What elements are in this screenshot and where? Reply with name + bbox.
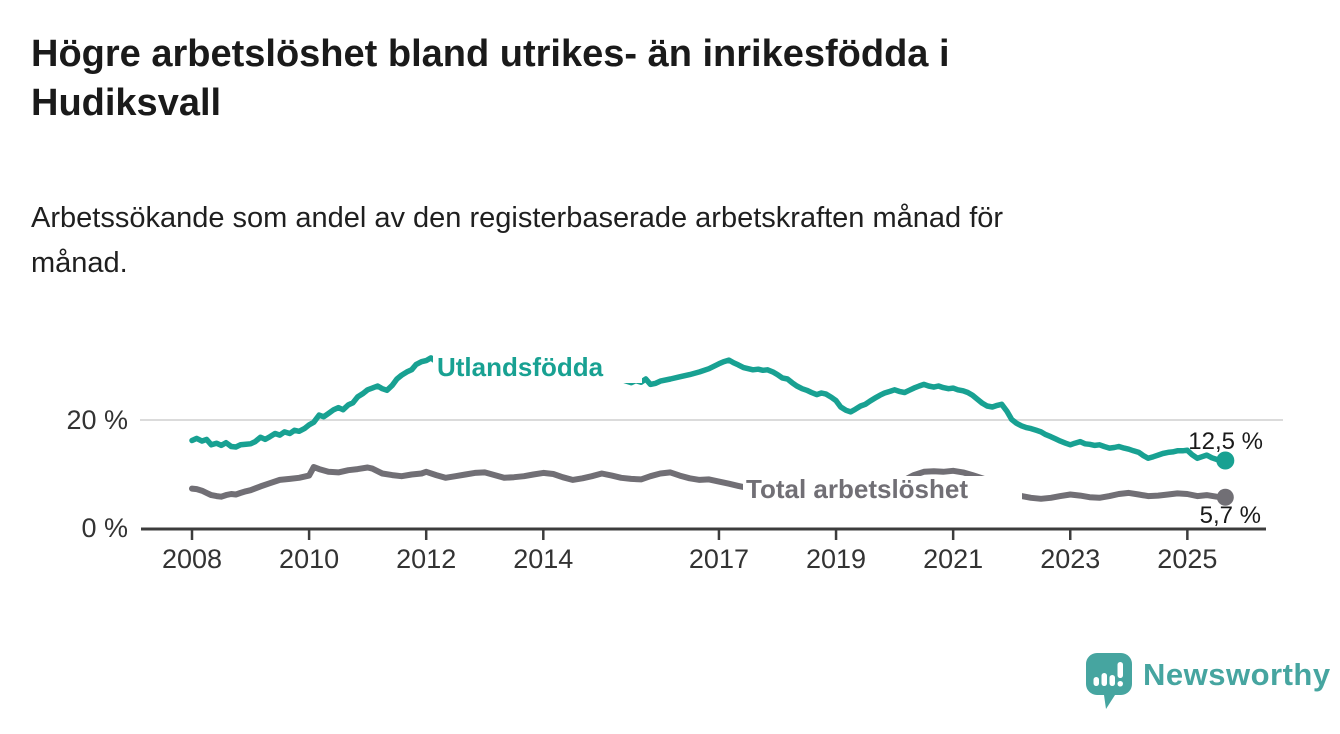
end-dot-total bbox=[1216, 488, 1234, 506]
series-label-mask bbox=[433, 347, 642, 383]
end-dot-utlandsfodda bbox=[1216, 451, 1235, 470]
x-tick-label: 2025 bbox=[1157, 544, 1217, 574]
end-value-label-utlandsfodda: 12,5 % bbox=[1188, 428, 1263, 455]
series-label-total: Total arbetslöshet bbox=[746, 474, 968, 504]
newsworthy-brand-name: Newsworthy bbox=[1143, 657, 1331, 692]
x-tick-label: 2019 bbox=[806, 544, 866, 574]
newsworthy-logo: Newsworthy bbox=[1086, 653, 1331, 711]
y-tick-label: 20 % bbox=[66, 405, 128, 435]
x-tick-label: 2014 bbox=[513, 544, 573, 574]
series-label-mask bbox=[743, 476, 1022, 504]
end-value-label-total: 5,7 % bbox=[1200, 502, 1261, 529]
series-label-utlandsfodda: Utlandsfödda bbox=[437, 352, 604, 382]
page-title: Högre arbetslöshet bland utrikes- än inr… bbox=[31, 33, 950, 125]
series-line-total bbox=[189, 464, 1225, 502]
page-subtitle: Arbetssökande som andel av den registerb… bbox=[31, 202, 1004, 279]
x-tick-label: 2017 bbox=[689, 544, 749, 574]
x-tick-label: 2008 bbox=[162, 544, 222, 574]
series-line-utlandsfodda bbox=[189, 355, 1225, 464]
x-tick-label: 2021 bbox=[923, 544, 983, 574]
newsworthy-logo-icon bbox=[1086, 653, 1132, 709]
x-tick-label: 2023 bbox=[1040, 544, 1100, 574]
x-tick-label: 2012 bbox=[396, 544, 456, 574]
x-tick-label: 2010 bbox=[279, 544, 339, 574]
y-tick-label: 0 % bbox=[81, 513, 128, 543]
